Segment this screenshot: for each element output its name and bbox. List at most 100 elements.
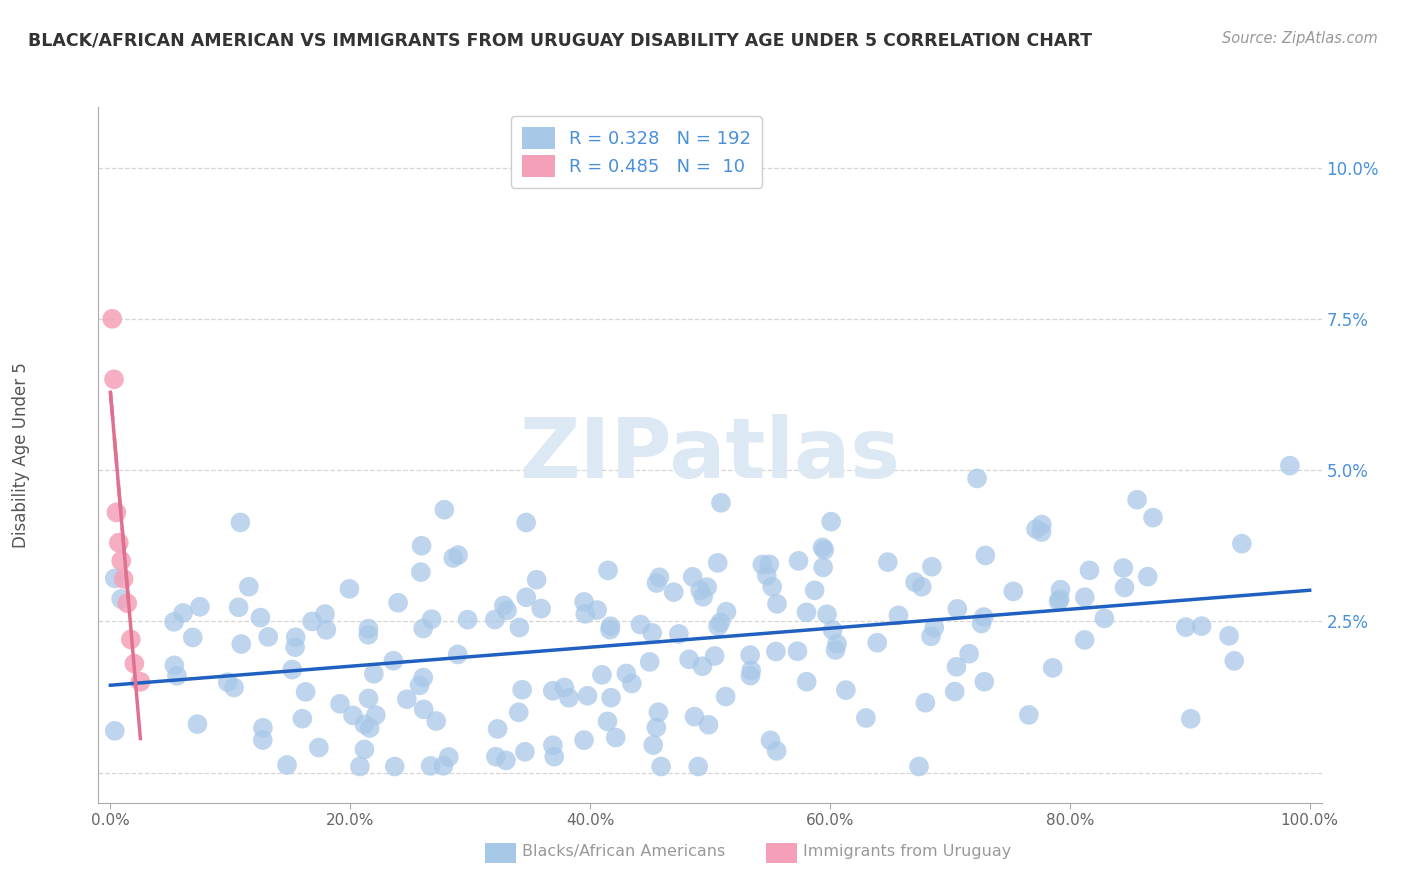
Point <box>866 636 889 650</box>
Point <box>409 565 432 579</box>
Point <box>1230 536 1253 550</box>
Point <box>163 615 186 629</box>
Point <box>572 733 595 747</box>
Point <box>599 623 621 637</box>
Point <box>257 630 280 644</box>
Point <box>820 515 842 529</box>
Point <box>510 682 533 697</box>
Point <box>682 570 704 584</box>
Point <box>115 596 138 610</box>
Point <box>645 576 668 591</box>
Point <box>412 622 434 636</box>
Point <box>124 657 146 671</box>
Point <box>596 563 619 577</box>
Point <box>678 652 700 666</box>
Point <box>120 632 142 647</box>
Point <box>574 607 596 621</box>
Point <box>1180 712 1202 726</box>
Point <box>707 619 730 633</box>
Point <box>586 603 609 617</box>
Point <box>1025 522 1047 536</box>
Point <box>751 558 773 572</box>
Point <box>103 372 125 386</box>
Point <box>425 714 447 728</box>
Point <box>811 560 834 574</box>
Point <box>408 678 430 692</box>
Point <box>553 681 575 695</box>
Point <box>970 616 993 631</box>
Point <box>943 684 966 698</box>
Point <box>364 708 387 723</box>
Point <box>1126 492 1149 507</box>
Point <box>683 709 706 723</box>
Point <box>315 623 337 637</box>
Point <box>1031 524 1053 539</box>
Point <box>412 702 434 716</box>
Point <box>1174 620 1197 634</box>
Point <box>129 674 152 689</box>
Point <box>908 759 931 773</box>
Point <box>591 668 613 682</box>
Point <box>605 731 627 745</box>
Text: ZIPatlas: ZIPatlas <box>520 415 900 495</box>
Point <box>252 733 274 747</box>
Point <box>294 685 316 699</box>
Point <box>911 580 934 594</box>
Point <box>697 718 720 732</box>
Point <box>614 666 637 681</box>
Point <box>108 535 129 549</box>
Point <box>765 644 787 658</box>
Point <box>643 738 665 752</box>
Point <box>249 610 271 624</box>
Point <box>966 471 988 485</box>
Point <box>740 668 762 682</box>
Point <box>308 740 330 755</box>
Point <box>710 496 733 510</box>
Point <box>492 599 515 613</box>
Point <box>620 676 643 690</box>
Point <box>1218 629 1240 643</box>
Point <box>650 759 672 773</box>
Point <box>276 758 298 772</box>
Point <box>974 549 997 563</box>
Point <box>411 539 433 553</box>
Point <box>740 664 762 678</box>
Point <box>558 690 581 705</box>
Text: BLACK/AFRICAN AMERICAN VS IMMIGRANTS FROM URUGUAY DISABILITY AGE UNDER 5 CORRELA: BLACK/AFRICAN AMERICAN VS IMMIGRANTS FRO… <box>28 31 1092 49</box>
Point <box>824 643 846 657</box>
Point <box>689 583 711 598</box>
Point <box>342 708 364 723</box>
Point <box>1114 581 1136 595</box>
Point <box>513 745 536 759</box>
Point <box>766 597 789 611</box>
Point <box>105 505 128 519</box>
Point <box>887 608 910 623</box>
Point <box>353 717 375 731</box>
Point <box>484 613 506 627</box>
Point <box>222 681 245 695</box>
Point <box>163 658 186 673</box>
Point <box>228 600 250 615</box>
Point <box>668 627 690 641</box>
Point <box>1042 661 1064 675</box>
Point <box>496 603 519 617</box>
Point <box>110 591 132 606</box>
Point <box>630 617 652 632</box>
Point <box>811 541 834 555</box>
Point <box>688 759 710 773</box>
Point <box>357 628 380 642</box>
Point <box>1223 654 1246 668</box>
Point <box>447 648 470 662</box>
Point <box>638 655 661 669</box>
Point <box>957 647 980 661</box>
Point <box>526 573 548 587</box>
Point <box>662 585 685 599</box>
Point <box>641 626 664 640</box>
Point <box>357 622 380 636</box>
Point <box>740 648 762 662</box>
Point <box>419 759 441 773</box>
Point <box>709 615 731 630</box>
Point <box>1031 517 1053 532</box>
Point <box>825 637 848 651</box>
Point <box>281 663 304 677</box>
